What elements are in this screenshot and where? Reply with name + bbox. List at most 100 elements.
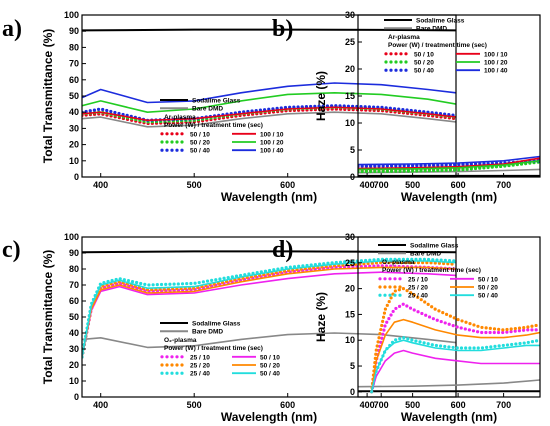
legend-label: Bare DMD: [192, 106, 223, 113]
series-group: [82, 250, 456, 359]
legend-label-dotted: 25 / 20: [190, 363, 210, 370]
series-group: [82, 28, 456, 128]
y-axis-title: Haze (%): [314, 71, 328, 121]
series-line-4: [370, 287, 540, 394]
legend-header: Power (W) / treatment time (sec): [382, 267, 481, 274]
y-axis-title: Total Transmittance (%): [41, 29, 55, 163]
y-tick-label: 0: [74, 172, 79, 182]
legend-label-solid: 50 / 20: [260, 363, 280, 370]
y-tick-label: 80: [69, 42, 79, 52]
y-tick-label: 25: [345, 258, 355, 268]
legend-label-dotted: 50 / 10: [414, 51, 434, 58]
legend-label-dotted: 25 / 10: [190, 354, 210, 361]
x-tick-label: 400: [360, 180, 375, 190]
panel-3: 400 500 600 7000102030405060708090100Wavele…: [2, 232, 457, 424]
y-tick-label: 20: [69, 360, 79, 370]
y-tick-label: 30: [345, 10, 355, 20]
x-axis-title: Wavelength (nm): [401, 410, 497, 424]
legend-label-solid: 100 / 20: [260, 140, 284, 147]
series-line-7: [370, 318, 540, 393]
x-tick-label: 400: [93, 180, 108, 190]
y-tick-label: 100: [64, 232, 79, 242]
x-tick-label: 500: [405, 180, 420, 190]
y-tick-label: 60: [69, 75, 79, 85]
panel-2: 400 500 600 700 0 5 10 15 20 25 30 Wavelength (nm) H…: [272, 10, 541, 204]
series-line-8: [358, 155, 540, 166]
x-axis-title: Wavelength (nm): [221, 410, 317, 424]
y-tick-label: 70: [69, 280, 79, 290]
legend-label-dotted: 50 / 20: [414, 60, 434, 67]
legend-label: Sodalime Glass: [192, 98, 241, 105]
y-tick-label: 80: [69, 264, 79, 274]
series-line-5: [358, 159, 540, 168]
y-axis-title: Haze (%): [314, 292, 328, 342]
legend-group-label: O₂-plasma: [164, 337, 197, 344]
x-tick-label: 700: [374, 180, 389, 190]
x-axis-title: Wavelength (nm): [401, 190, 497, 204]
panel-letter: c): [2, 237, 21, 263]
legend-label-solid: 100 / 40: [484, 68, 508, 75]
series-line-7: [82, 266, 456, 358]
legend-label-solid: 100 / 10: [260, 131, 284, 138]
y-tick-label: 10: [69, 156, 79, 166]
series-line-4: [82, 261, 456, 359]
y-tick-label: 0: [350, 172, 355, 182]
y-tick-label: 50: [69, 91, 79, 101]
legend-label-dotted: 25 / 20: [408, 285, 428, 292]
legend-label-dotted: 50 / 40: [414, 68, 434, 75]
series-line-8: [370, 339, 540, 393]
legend-label-solid: 50 / 10: [478, 276, 498, 283]
series-line-8: [82, 82, 456, 104]
y-tick-label: 5: [350, 145, 355, 155]
legend-label: Sodalime Glass: [416, 18, 465, 25]
legend-label-solid: 100 / 10: [484, 51, 508, 58]
y-tick-label: 100: [64, 10, 79, 20]
y-tick-label: 10: [345, 335, 355, 345]
x-axis-title: Wavelength (nm): [221, 190, 317, 204]
legend-label: Bare DMD: [416, 26, 447, 33]
legend-header: Power (W) / treatment time (sec): [388, 42, 487, 49]
plot-frame: [357, 14, 541, 178]
series-line-2: [358, 379, 540, 388]
legend-label: Sodalime Glass: [410, 243, 459, 250]
series-line-1: [82, 250, 456, 254]
legend-label-solid: 100 / 20: [484, 60, 508, 67]
legend-label-solid: 50 / 20: [478, 285, 498, 292]
series-line-3: [370, 302, 540, 394]
x-tick-label: 400: [93, 400, 108, 410]
legend-label-solid: 100 / 40: [260, 148, 284, 155]
y-tick-label: 10: [345, 118, 355, 128]
y-tick-label: 10: [69, 376, 79, 386]
legend-header: Power (W) / treatment time (sec): [164, 345, 263, 352]
x-tick-label: 600: [280, 400, 295, 410]
legend-label-solid: 50 / 40: [478, 293, 498, 300]
y-tick-label: 0: [74, 392, 79, 402]
y-tick-label: 50: [69, 312, 79, 322]
legend-group-label: Ar-plasma: [164, 114, 196, 121]
y-axis-title: Total Transmittance (%): [41, 250, 55, 384]
x-tick-label: 700: [496, 180, 511, 190]
legend-group-label: O₂-plasma: [382, 259, 415, 266]
legend-label: Sodalime Glass: [192, 321, 241, 328]
y-tick-label: 90: [69, 26, 79, 36]
y-tick-label: 30: [69, 344, 79, 354]
series-line-4: [358, 160, 540, 174]
y-tick-label: 30: [345, 232, 355, 242]
y-tick-label: 40: [69, 328, 79, 338]
series-line-5: [370, 336, 540, 394]
legend-label: Bare DMD: [192, 329, 223, 336]
x-tick-label: 600: [451, 180, 466, 190]
series-line-7: [358, 160, 540, 171]
series-group: [358, 155, 540, 177]
legend-label-dotted: 50 / 40: [190, 148, 210, 155]
legend-label-dotted: 25 / 40: [190, 371, 210, 378]
y-tick-label: 15: [345, 309, 355, 319]
x-tick-label: 600: [280, 180, 295, 190]
series-line-6: [358, 157, 540, 170]
y-tick-label: 25: [345, 37, 355, 47]
y-tick-label: 60: [69, 296, 79, 306]
